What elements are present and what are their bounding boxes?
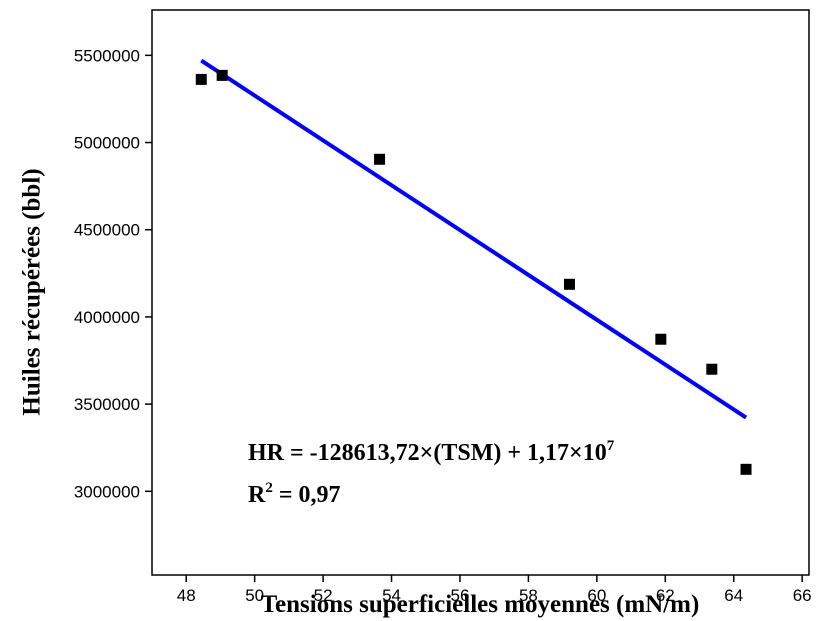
x-tick-label: 62 <box>656 586 675 605</box>
y-tick-label: 3000000 <box>74 482 140 501</box>
y-tick-label: 4500000 <box>74 221 140 240</box>
x-tick-label: 52 <box>314 586 333 605</box>
equation: HR = -128613,72×(TSM) + 1,17×107 <box>248 438 615 466</box>
equation-sup: 7 <box>607 438 615 454</box>
point <box>374 153 386 165</box>
point <box>655 333 667 345</box>
y-tick-label: 4000000 <box>74 308 140 327</box>
x-tick-label: 50 <box>245 586 264 605</box>
r-text: R <box>248 482 266 508</box>
r-after: = 0,97 <box>273 482 341 508</box>
r-sup: 2 <box>265 480 273 496</box>
y-tick-label: 3500000 <box>74 395 140 414</box>
x-tick-label: 64 <box>724 586 743 605</box>
point <box>216 69 228 81</box>
equation-text: HR = -128613,72×(TSM) + 1,17×10 <box>248 440 607 466</box>
point <box>195 73 207 85</box>
plot-frame <box>151 9 810 576</box>
y-axis-label: Huiles récupérées (bbl) <box>19 168 46 415</box>
x-tick-label: 60 <box>587 586 606 605</box>
x-tick-label: 54 <box>382 586 401 605</box>
x-tick-label: 58 <box>519 586 538 605</box>
y-tick-label: 5000000 <box>74 134 140 153</box>
y-tick-label: 5500000 <box>74 46 140 65</box>
x-axis-label: Tensions superficielles moyennes (mN/m) <box>261 591 700 618</box>
r-squared: R2 = 0,97 <box>248 480 341 508</box>
x-tick-label: 56 <box>451 586 470 605</box>
x-tick-label: 48 <box>177 586 196 605</box>
fit-line <box>200 58 748 420</box>
point <box>706 363 718 375</box>
x-tick-label: 66 <box>793 586 812 605</box>
point <box>740 463 752 475</box>
point <box>563 278 575 290</box>
